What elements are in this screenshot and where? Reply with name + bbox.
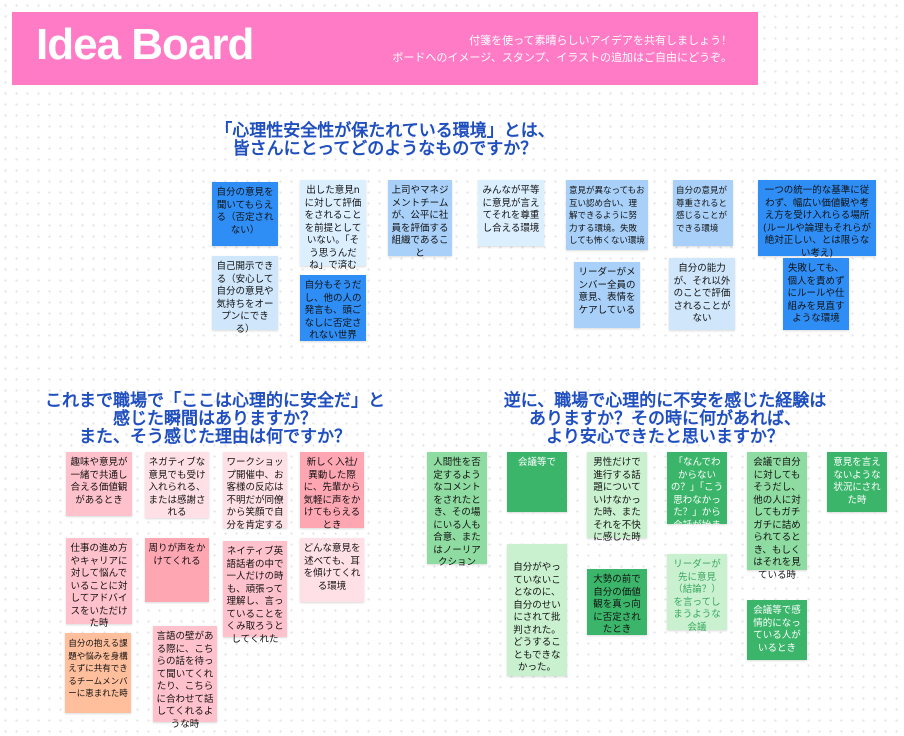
sticky-note[interactable]: どんな意見を述べても、耳を傾けてくれる環境	[300, 538, 364, 602]
sticky-note[interactable]: 「なんでわからないの？」「こう思わなかった？」から会話が始まる時	[667, 452, 727, 543]
heading-line: 「心理性安全性が保たれている環境」とは、	[215, 121, 555, 141]
board-title: Idea Board	[36, 20, 254, 69]
sticky-note[interactable]: 意見を言えないような状況にされた時	[827, 452, 887, 512]
header-banner: Idea Board 付箋を使って素晴らしいアイデアを共有しましょう！ ボードへ…	[12, 12, 758, 85]
sticky-note[interactable]: 自分の意見を聞いてもらえる（否定されない）	[212, 182, 278, 246]
sticky-note[interactable]: 自己開示できる（安心して自分の意見や気持ちをオープンにできる）	[212, 256, 278, 335]
sticky-note[interactable]: 言語の壁がある際に、こちらの話を待って聞いてくれたり、こちらに合わせて話してくれ…	[153, 626, 217, 730]
sticky-note[interactable]: 会議等で	[507, 452, 567, 512]
heading-line: ありますか？その時に何があれば、	[529, 409, 801, 429]
sticky-note[interactable]: ネガティブな意見でも受け入れられる、または感謝される	[145, 452, 209, 518]
sticky-note[interactable]: 男性だけで進行する話題についていけなかった時、またそれを不快に感じた時	[587, 452, 647, 543]
sticky-note[interactable]: 仕事の進め方やキャリアに対して悩んでいることに対してアドバイスをいただけた時	[66, 538, 132, 629]
sticky-note[interactable]: 自分の意見が尊重されると感じることができる環境	[673, 180, 733, 246]
heading-line: また、そう感じた理由は何ですか？	[79, 427, 351, 447]
sticky-note[interactable]: 周りが声をかけてくれる	[145, 538, 209, 602]
sticky-note[interactable]: 意見が異なってもお互い認め合い、理解できるように努力する環境。失敗しても怖くない…	[566, 180, 648, 250]
sticky-note[interactable]: 一つの統一的な基準に従わず、幅広い価値観や考え方を受け入れらる場所(ルールや論理…	[758, 180, 876, 259]
sticky-note[interactable]: 自分の能力が、それ以外のことで評価されることがない	[669, 258, 735, 330]
subtitle-line: 付箋を使って素晴らしいアイデアを共有しましょう！	[469, 34, 732, 47]
sticky-note[interactable]: リーダーがメンバー全員の意見、表情をケアしている	[574, 262, 640, 328]
sticky-note[interactable]: 出した意見nに対して評価をされることを前提としていない。「そう思うんだね」で済む	[300, 180, 366, 271]
sticky-note[interactable]: ワークショップ開催中、お客様の反応は不明だが同僚から笑顔で自分を肯定する	[223, 452, 287, 531]
sticky-note[interactable]: 自分の抱える課題や悩みを身構えずに共有できるチームメンバーに恵まれた時	[65, 633, 131, 713]
sticky-note[interactable]: リーダーが先に意見（結論？）を言ってしまうような会議	[667, 554, 727, 633]
sticky-note[interactable]: 自分がやっていないことなのに、自分のせいにされて批判された。どうすることもできな…	[507, 544, 567, 676]
heading-line: 感じた瞬間はありますか？	[113, 409, 317, 429]
sticky-note[interactable]: 会議等で感情的になっている人がいるとき	[747, 600, 807, 660]
heading-line: これまで職場で「ここは心理的に安全だ」と	[45, 391, 385, 411]
sticky-note[interactable]: 新しく入社/異動した際に、先輩から気軽に声をかけてもらえるとき	[300, 452, 364, 531]
sticky-note[interactable]: 上司やマネジメントチームが、公平に社員を評価する組織であること	[388, 180, 452, 259]
heading-line: 皆さんにとってどのようなものですか？	[232, 139, 538, 159]
sticky-note[interactable]: 失敗しても、個人を責めずにルールや仕組みを見直すような環境	[783, 258, 849, 330]
heading-line: より安心できたと思いますか？	[546, 427, 784, 447]
sticky-note[interactable]: 大勢の前で自分の価値観を真っ向に否定されたとき	[587, 569, 647, 635]
board-subtitle: 付箋を使って素晴らしいアイデアを共有しましょう！ ボードへのイメージ、スタンプ、…	[392, 32, 732, 66]
section-heading-2: これまで職場で「ここは心理的に安全だ」と 感じた瞬間はありますか？ また、そう感…	[20, 392, 410, 446]
sticky-note[interactable]: 人間性を否定するようなコメントをされたとき、その場にいる人も合意、またはノーリア…	[427, 452, 487, 568]
section-heading-1: 「心理性安全性が保たれている環境」とは、 皆さんにとってどのようなものですか？	[200, 122, 570, 158]
subtitle-line: ボードへのイメージ、スタンプ、イラストの追加はご自由にどうぞ。	[392, 51, 732, 64]
sticky-note[interactable]: 趣味や意見が一緒で共通し合える価値観があるとき	[66, 452, 132, 516]
sticky-note[interactable]: ネイティブ英語話者の中で一人だけの時も、頑張って理解し、言っていることをくみ取ろ…	[223, 541, 287, 645]
sticky-note[interactable]: 自分もそうだし、他の人の発言も、頭ごなしに否定されない世界	[300, 275, 366, 341]
sticky-note[interactable]: 会議で自分に対してもそうだし、他の人に対してもガチガチに詰められてるとき、もしく…	[747, 452, 807, 581]
heading-line: 逆に、職場で心理的に不安を感じた経験は	[503, 391, 827, 411]
section-heading-3: 逆に、職場で心理的に不安を感じた経験は ありますか？その時に何があれば、 より安…	[470, 392, 860, 446]
sticky-note[interactable]: みんなが平等に意見が言えてそれを尊重し合える環境	[478, 180, 544, 246]
